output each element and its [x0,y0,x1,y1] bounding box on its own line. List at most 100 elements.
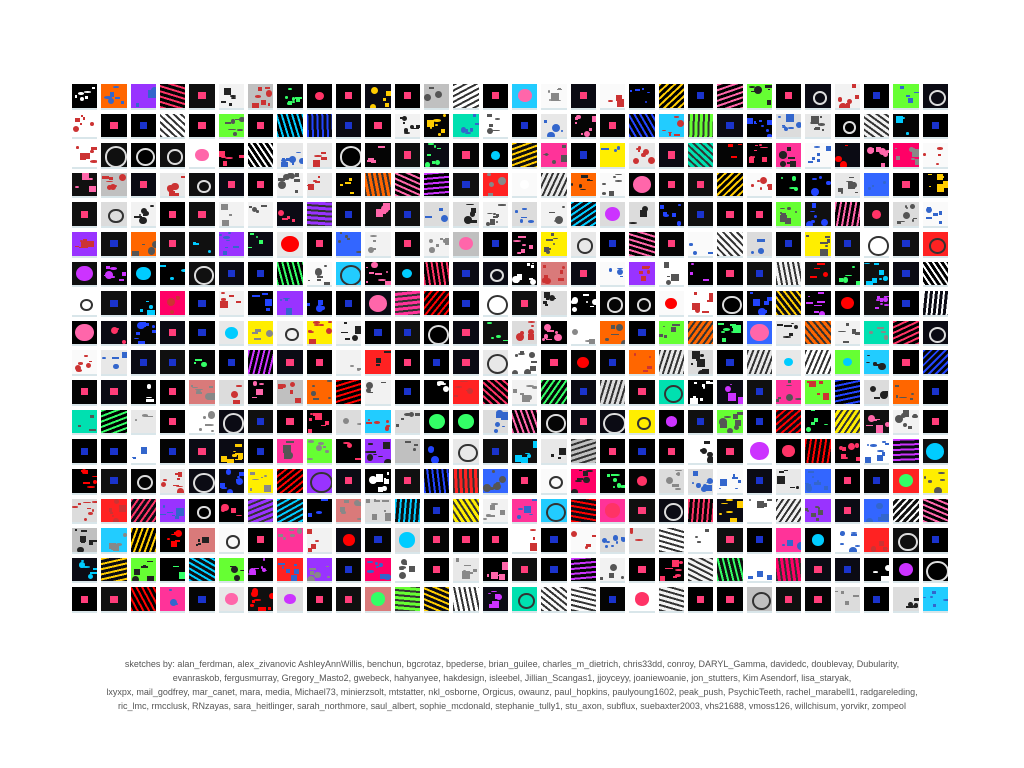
thumbnail-mark [848,442,856,450]
thumbnail-mark [175,485,183,487]
thumbnail-mark [512,370,519,375]
sketch-thumbnail [248,172,274,199]
thumbnail-mark [647,91,650,94]
thumbnail-mark [256,536,265,544]
thumbnail-mark [311,391,316,396]
sketch-thumbnail [658,232,684,258]
thumbnail-mark [755,144,759,147]
thumbnail-mark [147,560,154,563]
thumbnail-mark [221,219,230,227]
thumbnail-mark [277,181,286,190]
thumbnail-mark [119,505,127,513]
thumbnail-mark [403,329,412,337]
thumbnail-mark [80,559,84,562]
thumbnail-mark [866,443,870,447]
sketch-thumbnail [746,468,772,495]
thumbnail-mark [378,145,386,149]
thumbnail-mark [726,595,734,603]
sketch-thumbnail [277,587,303,613]
sketch-thumbnail [306,84,332,110]
thumbnail-mark [91,86,95,90]
thumbnail-mark [162,504,166,508]
thumbnail-mark [286,101,290,105]
thumbnail-mark [737,143,743,146]
thumbnail-mark [807,295,811,298]
sketch-thumbnail [922,143,948,169]
thumbnail-mark [494,593,501,600]
sketch-thumbnail [453,380,479,406]
sketch-thumbnail [424,84,450,110]
sketch-thumbnail [306,528,332,554]
sketch-thumbnail [277,143,303,169]
thumbnail-mark [324,449,329,454]
thumbnail-mark [817,263,825,265]
thumbnail-mark [318,323,324,327]
thumbnail-mark [403,210,412,218]
sketch-thumbnail [512,409,538,436]
sketch-thumbnail [541,557,567,584]
sketch-thumbnail [922,350,948,377]
thumbnail-mark [784,325,792,327]
sketch-thumbnail [72,113,98,140]
thumbnail-mark [92,475,98,478]
thumbnail-mark [314,324,321,326]
thumbnail-mark [786,394,794,402]
thumbnail-mark [749,442,769,460]
sketch-thumbnail [629,498,655,525]
thumbnail-mark [587,179,593,182]
thumbnail-mark [248,567,256,575]
thumbnail-mark [673,116,679,118]
thumbnail-mark [176,295,180,298]
sketch-thumbnail [717,202,743,229]
thumbnail-mark [556,88,562,90]
thumbnail-mark [223,236,231,239]
thumbnail-mark [931,536,940,544]
thumbnail-mark [195,148,209,162]
thumbnail-mark [721,503,728,505]
sketch-thumbnail [922,84,948,110]
thumbnail-mark [719,421,727,429]
thumbnail-mark [541,278,546,283]
thumbnail-mark [675,569,683,572]
thumbnail-mark [864,263,871,265]
thumbnail-mark [311,384,316,388]
sketch-thumbnail [805,291,831,317]
sketch-thumbnail [893,261,919,288]
thumbnail-mark [523,505,531,513]
sketch-thumbnail [130,350,156,377]
thumbnail-mark [502,561,508,570]
thumbnail-mark [541,338,546,342]
thumbnail-mark [855,332,860,335]
sketch-thumbnail [570,439,596,465]
thumbnail-mark [872,477,881,485]
sketch-thumbnail [512,172,538,199]
thumbnail-mark [264,475,268,478]
thumbnail-mark [552,298,557,300]
thumbnail-mark [171,514,175,517]
sketch-thumbnail [277,113,303,140]
sketch-thumbnail [394,468,420,495]
sketch-thumbnail [717,498,743,525]
sketch-thumbnail [834,557,860,584]
sketch-thumbnail [101,261,127,288]
sketch-thumbnail [160,350,186,377]
thumbnail-mark [293,568,299,574]
thumbnail-mark [315,595,324,603]
sketch-thumbnail [570,498,596,525]
sketch-thumbnail [365,468,391,495]
sketch-thumbnail [805,172,831,199]
thumbnail-mark [723,415,731,418]
sketch-thumbnail [541,468,567,495]
thumbnail-mark [374,536,382,544]
thumbnail-mark [591,298,596,306]
thumbnail-mark [876,455,883,461]
thumbnail-mark [369,234,378,237]
sketch-thumbnail [336,350,362,377]
sketch-thumbnail [658,261,684,288]
thumbnail-mark [308,547,313,552]
sketch-thumbnail [101,143,127,169]
sketch-thumbnail [394,291,420,317]
thumbnail-mark [383,97,387,101]
thumbnail-mark [308,185,312,189]
sketch-thumbnail [130,291,156,317]
